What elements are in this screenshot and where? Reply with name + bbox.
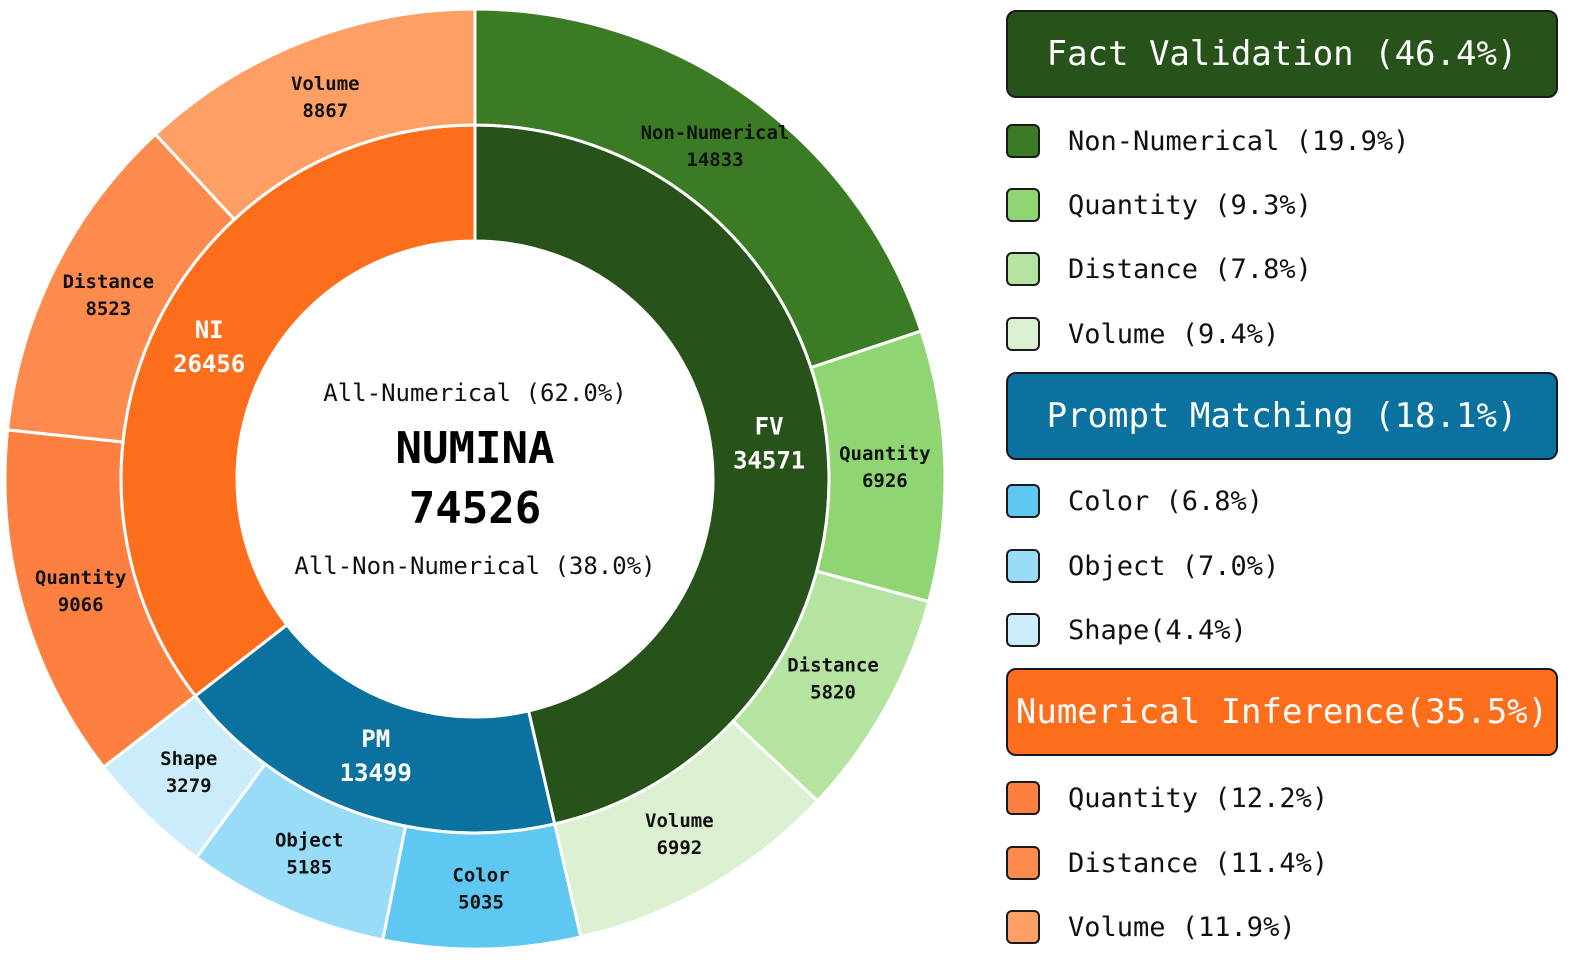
outer-segment-quantity	[809, 329, 947, 604]
inner-segment-value-label: 26456	[173, 350, 245, 378]
legend-label: Object (7.0%)	[1068, 550, 1280, 582]
legend-item: Volume (11.9%)	[1006, 907, 1296, 947]
legend-swatch	[1006, 910, 1040, 944]
outer-segment-value-label: 5185	[286, 857, 332, 879]
outer-segment-label: Color	[452, 864, 509, 886]
outer-segment-volume	[153, 7, 477, 222]
legend-item: Object (7.0%)	[1006, 546, 1279, 586]
segment-labels: FV 34571 PM 13499 NI 26456 Non-Numerical 14833 Q…	[35, 73, 931, 914]
legend-label: Distance (7.8%)	[1068, 253, 1312, 285]
outer-segment-value-label: 8523	[85, 298, 131, 320]
outer-segment-label: Volume	[645, 810, 714, 832]
legend-item: Distance (7.8%)	[1006, 249, 1312, 289]
legend-label: Distance (11.4%)	[1068, 847, 1329, 879]
outer-segment-value-label: 8867	[302, 100, 348, 122]
inner-segment-value-label: 13499	[340, 759, 412, 787]
legend-label: Non-Numerical (19.9%)	[1068, 125, 1410, 157]
legend-label: Color (6.8%)	[1068, 485, 1264, 517]
legend-header-fact-validation: Fact Validation (46.4%)	[1006, 10, 1558, 98]
legend-header-numerical-inference: Numerical Inference(35.5%)	[1006, 668, 1558, 756]
legend-swatch	[1006, 781, 1040, 815]
legend-item: Volume (9.4%)	[1006, 314, 1279, 354]
legend-swatch	[1006, 317, 1040, 351]
inner-segment-value-label: 34571	[733, 446, 805, 474]
center-total: 74526	[409, 483, 541, 534]
legend-item: Color (6.8%)	[1006, 481, 1263, 521]
outer-ring	[3, 7, 947, 951]
outer-segment-label: Distance	[787, 654, 879, 676]
inner-ring	[119, 123, 831, 835]
legend-header-prompt-matching: Prompt Matching (18.1%)	[1006, 372, 1558, 460]
outer-segment-value-label: 3279	[166, 775, 212, 797]
nested-donut-chart: FV 34571 PM 13499 NI 26456 Non-Numerical 14833 Q…	[3, 7, 947, 951]
outer-segment-label: Distance	[63, 271, 155, 293]
outer-segment-value-label: 9066	[58, 594, 104, 616]
legend-item: Shape(4.4%)	[1006, 610, 1247, 650]
outer-segment-value-label: 6926	[862, 470, 908, 492]
legend-label: Shape(4.4%)	[1068, 614, 1247, 646]
legend-item: Quantity (12.2%)	[1006, 778, 1328, 818]
legend-swatch	[1006, 846, 1040, 880]
inner-segment-label: FV	[755, 412, 784, 440]
legend-label: Volume (9.4%)	[1068, 318, 1280, 350]
legend-label: Quantity (9.3%)	[1068, 189, 1312, 221]
legend: Fact Validation (46.4%) Non-Numerical (1…	[1006, 10, 1562, 960]
outer-segment-value-label: 5820	[810, 681, 856, 703]
legend-swatch	[1006, 124, 1040, 158]
outer-segment-value-label: 5035	[458, 891, 504, 913]
outer-segment-label: Quantity	[35, 567, 127, 589]
legend-swatch	[1006, 484, 1040, 518]
outer-segment-value-label: 14833	[686, 149, 743, 171]
legend-item: Non-Numerical (19.9%)	[1006, 121, 1409, 161]
outer-segment-value-label: 6992	[656, 837, 702, 859]
outer-segment-label: Shape	[160, 748, 217, 770]
legend-swatch	[1006, 252, 1040, 286]
outer-segment-label: Quantity	[839, 443, 931, 465]
outer-segment-label: Volume	[291, 73, 360, 95]
inner-segment-label: PM	[361, 725, 390, 753]
legend-swatch	[1006, 613, 1040, 647]
outer-segment-label: Object	[275, 830, 344, 852]
center-non-numerical-line: All-Non-Numerical (38.0%)	[294, 552, 655, 580]
center-title: NUMINA	[396, 423, 555, 474]
inner-segment-label: NI	[195, 316, 224, 344]
legend-swatch	[1006, 188, 1040, 222]
legend-item: Quantity (9.3%)	[1006, 185, 1312, 225]
center-numerical-line: All-Numerical (62.0%)	[323, 379, 626, 407]
legend-label: Quantity (12.2%)	[1068, 782, 1329, 814]
legend-item: Distance (11.4%)	[1006, 843, 1328, 883]
outer-segment-label: Non-Numerical	[641, 122, 790, 144]
legend-swatch	[1006, 549, 1040, 583]
legend-label: Volume (11.9%)	[1068, 911, 1296, 943]
